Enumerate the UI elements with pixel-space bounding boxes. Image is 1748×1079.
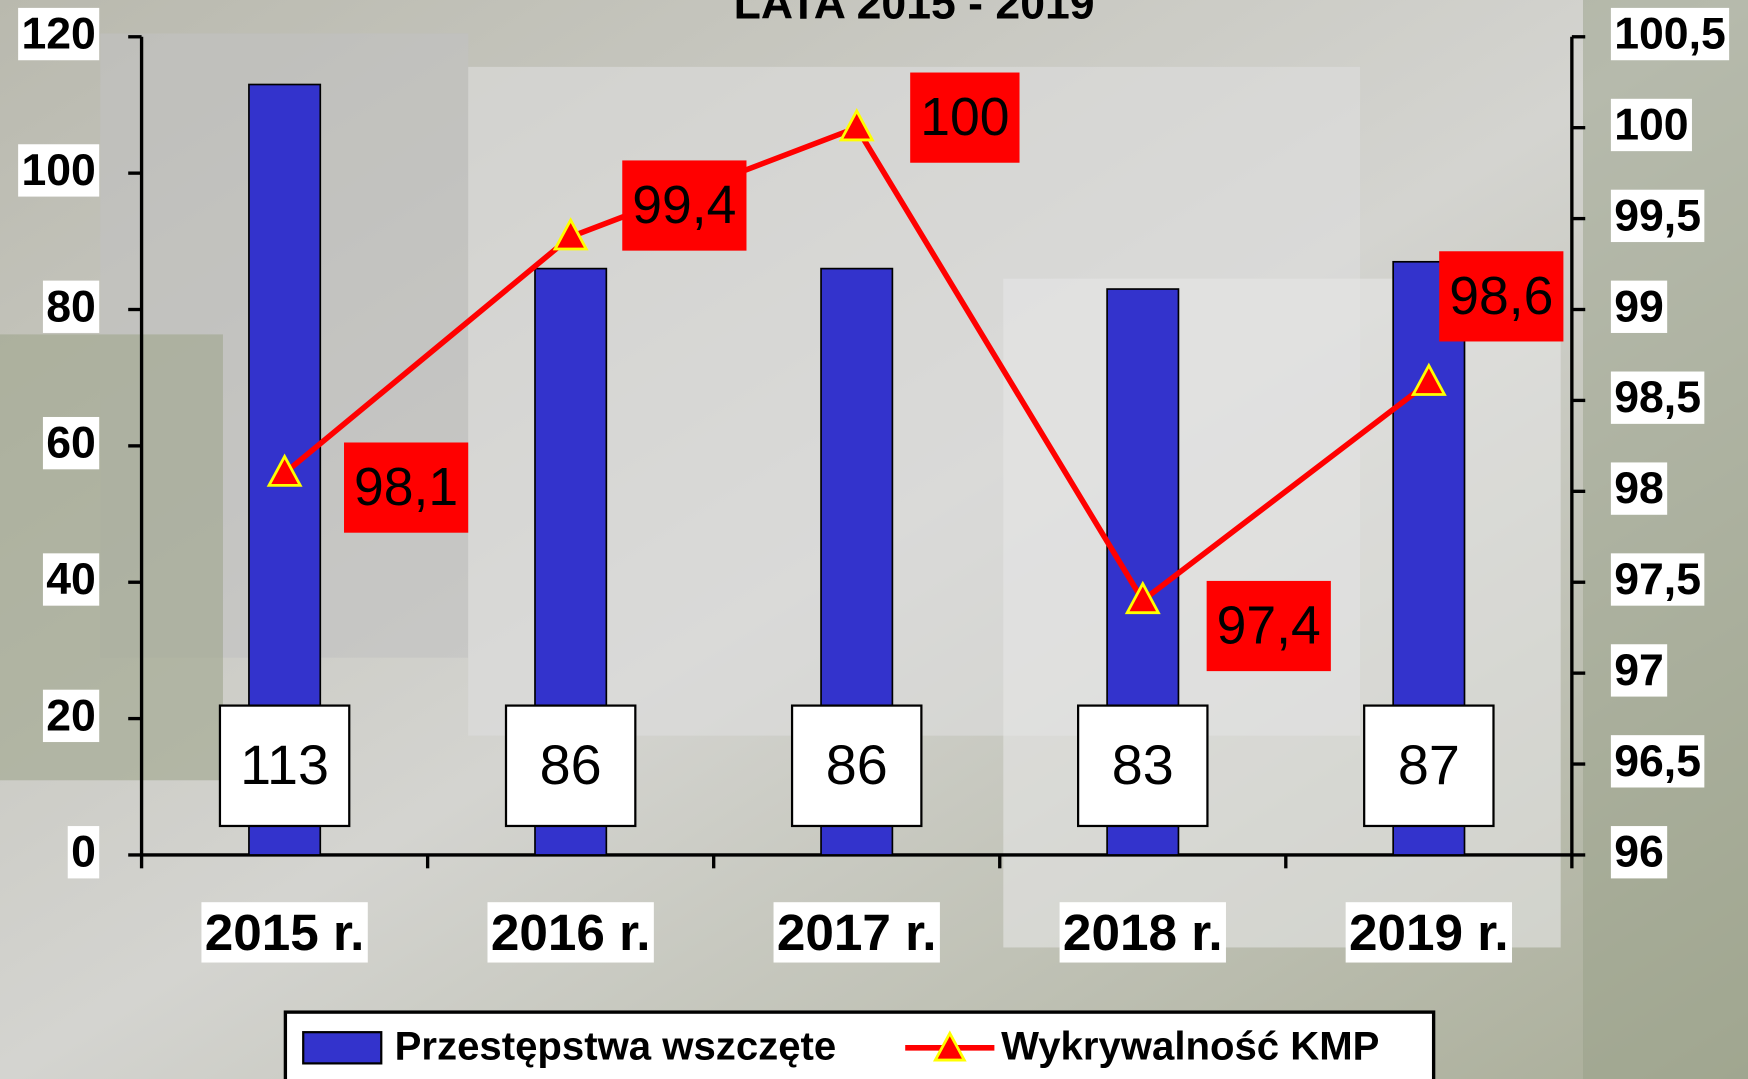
bar-label: 83 [1112, 734, 1174, 796]
y2-tick-label: 96 [1614, 828, 1664, 877]
y2-tick-label: 98 [1614, 464, 1664, 513]
x-tick-label-box [1345, 902, 1513, 963]
x-tick-label: 2017 r. [777, 904, 937, 961]
y-tick-label: 120 [21, 10, 95, 59]
y2-tick-label-box [1610, 98, 1692, 152]
bar-label: 86 [540, 734, 602, 796]
y-tick-label-box [42, 553, 100, 606]
y2-tick-label-box [1610, 553, 1705, 606]
line-label: 98,6 [1449, 267, 1553, 326]
x-tick-label-box [1059, 902, 1226, 963]
y2-tick-label-box [1610, 735, 1705, 788]
line-label: 97,4 [1217, 597, 1321, 656]
y-tick-label: 100 [21, 146, 95, 195]
y-tick-label-box [42, 416, 100, 470]
legend-marker [932, 1030, 967, 1062]
bar-label-box [218, 704, 351, 828]
y2-tick-label-box [1610, 189, 1705, 243]
y-tick-label: 20 [46, 691, 96, 740]
bar-label-box [1363, 704, 1495, 828]
y2-tick-label: 96,5 [1614, 737, 1701, 786]
x-tick-label-box [201, 902, 368, 963]
y-tick-label: 40 [46, 555, 96, 604]
plot: 0 20 40 60 80 100 120 96 96,5 97 97,5 98 98,5 99 99,5 1… [18, 7, 1730, 963]
y-tick-label: 0 [71, 828, 96, 877]
legend-label: Przestępstwa wszczęte [395, 1023, 837, 1068]
x-tick-label: 2015 r. [205, 904, 365, 961]
x-tick-label: 2018 r. [1063, 904, 1223, 961]
y-tick-label-box [18, 144, 100, 197]
line-label-box [1439, 251, 1564, 342]
y2-tick-label-box [1610, 826, 1668, 879]
y2-tick-label: 99 [1614, 282, 1664, 331]
legend-label: Wykrywalność KMP [1001, 1023, 1379, 1068]
y2-tick-label-box [1610, 462, 1668, 515]
line-label-box [622, 160, 747, 251]
y-tick-label-box [18, 7, 100, 61]
y2-tick-label-box [1610, 371, 1705, 424]
y-tick-label: 80 [46, 282, 96, 331]
bar-label-box [504, 704, 637, 828]
y-tick-label: 60 [46, 419, 96, 468]
chart-title: LATA 2015 - 2019 [734, 0, 1095, 28]
y2-tick-label: 99,5 [1614, 191, 1701, 240]
y2-tick-label: 98,5 [1614, 373, 1701, 422]
line-marker [552, 217, 589, 251]
line-label: 100 [920, 88, 1009, 147]
legend [283, 1010, 1436, 1079]
y2-tick-label: 97 [1614, 646, 1664, 695]
y2-tick-label: 100,5 [1614, 10, 1726, 59]
line-label: 98,1 [354, 458, 458, 517]
y-tick-label-box [67, 826, 100, 879]
bar-label-box [790, 704, 923, 828]
y-tick-label-box [42, 280, 100, 333]
trees [1583, 0, 1748, 1079]
x-tick-label-box [773, 902, 940, 963]
legend-swatch [302, 1031, 383, 1065]
line-marker [266, 453, 303, 487]
x-tick-label: 2019 r. [1349, 904, 1509, 961]
line-label-box [344, 442, 469, 533]
y2-tick-label: 100 [1614, 100, 1688, 149]
line-marker [838, 108, 875, 142]
bar-label: 87 [1398, 734, 1460, 796]
bar-label-box [1077, 704, 1209, 828]
line-label-box [1206, 580, 1331, 672]
bar-label: 113 [240, 734, 329, 796]
x-tick-label: 2016 r. [491, 904, 651, 961]
line-marker [1410, 362, 1447, 396]
line-label-box [910, 72, 1020, 163]
line-marker [1124, 580, 1161, 615]
x-tick-label-box [487, 902, 654, 963]
y2-tick-label-box [1610, 644, 1668, 697]
y2-tick-label: 97,5 [1614, 555, 1701, 604]
bar-label: 86 [826, 734, 888, 796]
line-label: 99,4 [632, 176, 736, 235]
y-tick-label-box [42, 689, 100, 743]
y2-tick-label-box [1610, 280, 1668, 333]
y2-tick-label-box [1610, 7, 1730, 61]
trees [0, 334, 223, 781]
